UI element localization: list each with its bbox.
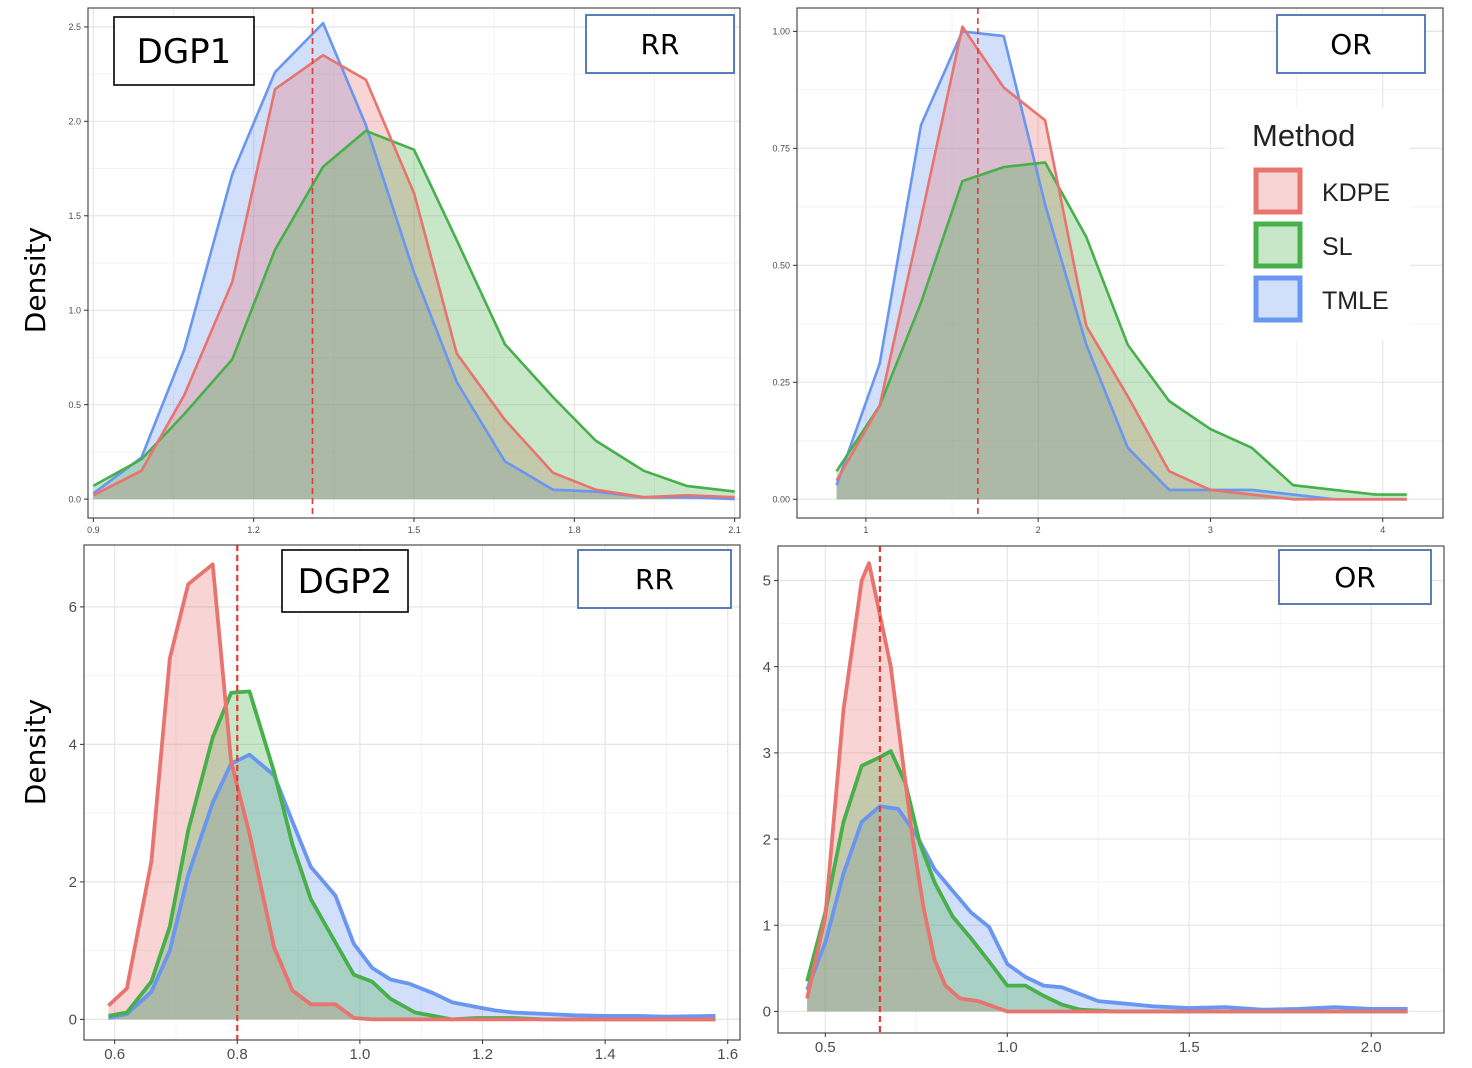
legend-item-kdpe: KDPE	[1253, 167, 1390, 215]
x-tick-label: 1.2	[472, 1046, 493, 1063]
y-tick-label: 0.50	[772, 260, 790, 270]
plot-border	[777, 545, 1445, 1034]
area-kdpe	[108, 564, 716, 1020]
area-kdpe	[93, 55, 735, 500]
y-tick-label: 1	[763, 918, 771, 935]
y-tick-label: 4	[763, 659, 771, 676]
panel-2: 1 2 3 4 0.00 0.25 0.50 0.75 1.00 OR	[772, 7, 1444, 535]
y-tick-label: 1.00	[772, 27, 790, 37]
x-tick-label: 1.2	[247, 525, 260, 535]
y-tick-label: 1.5	[68, 211, 81, 221]
line-kdpe	[107, 562, 716, 1022]
legend-item-tmle: TMLE	[1253, 275, 1389, 323]
estimand-label: RR	[641, 28, 680, 61]
estimand-label-box	[1276, 14, 1426, 74]
y-tick-label: 2	[69, 874, 77, 891]
y-tick-label: 0.5	[68, 400, 81, 410]
legend-label: TMLE	[1322, 287, 1389, 315]
dgp-label-box	[113, 16, 255, 86]
y-axis-label-top: Density	[19, 227, 52, 333]
y-tick-label: 0	[69, 1012, 77, 1029]
y-tick-label: 1.0	[68, 305, 81, 315]
legend-title: Method	[1252, 118, 1355, 153]
x-tick-label: 2.1	[728, 525, 741, 535]
area-tmle	[93, 23, 735, 500]
line-kdpe	[92, 53, 735, 499]
y-tick-label: 3	[763, 745, 771, 762]
legend-key	[1253, 221, 1303, 269]
x-tick-label: 0.9	[87, 525, 100, 535]
x-tick-label: 0.5	[815, 1039, 836, 1056]
y-tick-label: 2	[763, 831, 771, 848]
line-sl	[835, 161, 1407, 496]
area-tmle	[807, 806, 1408, 1012]
y-tick-label: 0.00	[772, 494, 790, 504]
area-sl	[93, 130, 735, 500]
area-tmle	[108, 754, 716, 1020]
line-tmle	[805, 804, 1408, 1012]
x-tick-label: 1.4	[595, 1046, 616, 1063]
line-tmle	[835, 30, 1407, 501]
plot-background	[778, 546, 1444, 1033]
x-tick-label: 1.0	[349, 1046, 370, 1063]
area-kdpe	[807, 563, 1408, 1012]
y-tick-label: 0.25	[772, 377, 790, 387]
y-tick-label: 0.75	[772, 144, 790, 154]
y-tick-label: 2.0	[68, 116, 81, 126]
y-tick-label: 6	[69, 599, 77, 616]
dgp-label-box	[281, 549, 409, 613]
estimand-label-box	[585, 14, 735, 74]
x-tick-label: 1.5	[408, 525, 421, 535]
y-tick-label: 5	[763, 573, 771, 590]
y-axis-label-bottom: Density	[19, 699, 52, 805]
estimand-label: OR	[1334, 561, 1376, 594]
x-tick-label: 2.0	[1361, 1039, 1382, 1056]
y-tick-label: 0.0	[68, 494, 81, 504]
estimand-label: OR	[1330, 28, 1372, 61]
line-sl	[92, 129, 735, 493]
estimand-label-box	[1278, 549, 1432, 605]
x-tick-label: 1.0	[997, 1039, 1018, 1056]
line-tmle	[108, 752, 716, 1020]
plot-background	[84, 545, 740, 1040]
x-tick-label: 1.6	[717, 1046, 738, 1063]
estimand-label-box	[577, 549, 732, 609]
area-sl	[108, 691, 716, 1020]
panel-3: 0.6 0.8 1.0 1.2 1.4 1.6 0 2 4 6 DGP2 RR	[69, 544, 741, 1063]
plot-border	[796, 7, 1444, 519]
legend-label: SL	[1322, 233, 1353, 261]
legend-item-sl: SL	[1253, 221, 1353, 269]
area-tmle	[836, 31, 1407, 500]
x-tick-label: 2	[1036, 525, 1041, 535]
legend-key	[1253, 167, 1303, 215]
legend-key	[1253, 275, 1303, 323]
y-tick-label: 4	[69, 737, 77, 754]
line-kdpe	[805, 561, 1408, 1014]
line-kdpe	[835, 25, 1407, 501]
x-tick-label: 1.5	[1179, 1039, 1200, 1056]
dgp-label: DGP1	[137, 32, 232, 72]
dgp-label: DGP2	[298, 562, 393, 602]
x-tick-label: 3	[1208, 525, 1213, 535]
area-sl	[807, 751, 1408, 1012]
x-tick-label: 1.8	[568, 525, 581, 535]
x-tick-label: 1	[863, 525, 868, 535]
y-tick-label: 2.5	[68, 22, 81, 32]
x-tick-label: 0.8	[227, 1046, 248, 1063]
y-tick-label: 0	[763, 1004, 771, 1021]
panel-4: 0.5 1.0 1.5 2.0 0 1 2 3 4 5 OR	[763, 545, 1445, 1056]
legend: Method KDPE SL TMLE	[1225, 108, 1410, 340]
panel-1: 0.9 1.2 1.5 1.8 2.1 0.0 0.5 1.0 1.5 2.0 2.5 DGP1 RR	[68, 7, 741, 535]
legend-label: KDPE	[1322, 179, 1390, 207]
area-kdpe	[836, 26, 1407, 500]
estimand-label: RR	[635, 563, 674, 596]
x-tick-label: 0.6	[104, 1046, 125, 1063]
plot-border	[83, 544, 741, 1041]
x-tick-label: 4	[1380, 525, 1385, 535]
